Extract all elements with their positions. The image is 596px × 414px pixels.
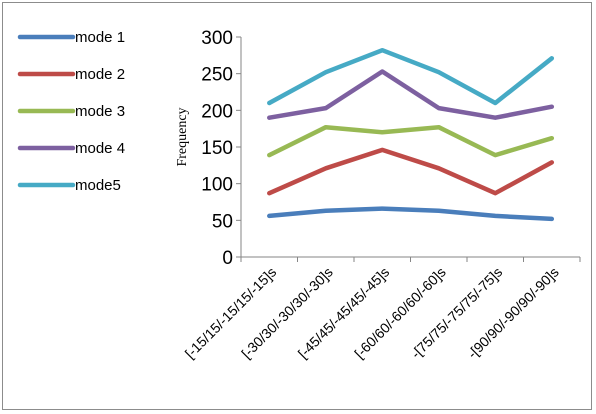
axes: 050100150200250300[-15/15/-15/15/-15]s[-…: [175, 28, 581, 362]
series-line-mode-1: [267, 206, 555, 222]
series-line-mode-2: [267, 147, 555, 196]
y-tick-label: 100: [201, 175, 233, 196]
legend-label: mode5: [75, 177, 121, 194]
y-tick-label: 300: [201, 28, 233, 49]
series-line-mode5: [267, 47, 555, 106]
y-tick-label: 200: [201, 101, 233, 122]
legend-label: mode 3: [75, 103, 125, 120]
series-line-mode-4: [267, 69, 555, 120]
legend-label: mode 2: [75, 66, 125, 83]
legend-label: mode 1: [75, 29, 125, 46]
legend-label: mode 4: [75, 140, 125, 157]
series-line-mode-3: [267, 124, 555, 158]
y-axis-title: Frequency: [175, 107, 190, 166]
y-tick-label: 0: [222, 248, 233, 269]
x-tick-label: [-15/15/-15/15/-15]s: [182, 264, 280, 362]
line-chart: mode 1 mode 2 mode 3 mode 4 mode5 0 50 100 150 2…: [17, 28, 581, 362]
y-tick-label: 150: [201, 138, 233, 159]
y-tick-label: 50: [212, 211, 233, 232]
y-tick-label: 250: [201, 65, 233, 86]
plot-area: [267, 47, 555, 222]
chart-area: mode 1 mode 2 mode 3 mode 4 mode5 0 50 100 150 2…: [2, 2, 592, 410]
legend: mode 1 mode 2 mode 3 mode 4 mode5: [17, 29, 125, 194]
